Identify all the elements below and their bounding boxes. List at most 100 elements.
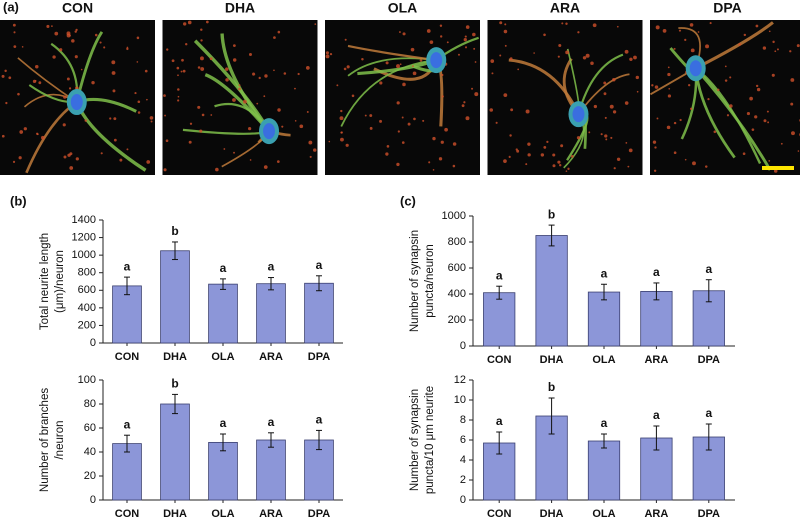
puncta [612,77,616,82]
error-bar [316,275,322,292]
puncta [656,117,659,120]
puncta [189,122,193,125]
error-bar [172,241,178,261]
neurite [220,33,271,133]
puncta [616,25,619,28]
micrograph [0,20,155,175]
puncta [339,116,344,121]
bar [208,283,238,344]
puncta [177,74,179,77]
y-tick-label: 800 [448,236,466,248]
neurite [695,21,774,70]
puncta [166,48,169,51]
puncta [379,81,383,85]
bar [160,250,190,344]
bar [587,440,621,501]
puncta [177,99,180,102]
puncta [233,151,235,154]
puncta [385,61,389,65]
puncta [499,54,502,57]
puncta [75,157,79,161]
puncta [768,30,771,33]
significance-label: b [548,207,555,221]
puncta [673,151,677,155]
puncta [525,109,530,114]
puncta [610,136,613,139]
puncta [590,61,594,65]
puncta [692,161,696,166]
puncta [612,110,617,114]
puncta [684,38,687,42]
puncta [552,164,556,168]
puncta [697,31,700,33]
puncta [464,46,468,49]
y-tick-label: 200 [448,314,466,326]
puncta [726,114,730,117]
puncta [51,25,53,28]
puncta [144,69,148,73]
puncta [59,48,63,52]
bar [256,283,286,344]
y-tick-label: 0 [90,494,96,506]
puncta [667,72,671,77]
puncta [561,22,564,25]
image-label: CON [62,0,93,16]
puncta [12,23,16,27]
puncta [774,50,777,53]
puncta [113,138,117,142]
puncta [263,165,268,169]
bar [256,439,286,501]
micrograph [650,20,800,175]
puncta [346,65,350,69]
puncta [616,157,621,161]
puncta [426,29,431,33]
puncta [705,44,710,49]
bar [587,291,621,347]
nucleus [430,52,443,69]
error-bar [705,423,712,451]
puncta [582,56,587,60]
puncta [126,148,129,151]
puncta [604,116,607,119]
puncta [308,140,313,145]
puncta [789,50,792,53]
puncta [673,47,676,50]
puncta [429,40,434,45]
puncta [379,119,383,123]
puncta [247,126,252,131]
puncta [369,114,373,117]
micrograph [162,20,318,175]
puncta [136,61,139,63]
puncta [215,167,219,172]
puncta [345,143,349,147]
puncta [592,23,597,28]
puncta [688,84,691,87]
x-tick-label: CON [487,354,512,366]
puncta [495,121,498,124]
puncta [635,75,639,80]
y-tick-label: 800 [78,267,96,279]
puncta [111,60,116,65]
puncta [729,76,732,79]
y-tick-label: 200 [78,319,96,331]
y-axis-label: (μm)/neuron [54,250,66,313]
micrograph [487,20,643,175]
puncta [1,74,5,78]
puncta [232,58,237,62]
x-tick-label: DHA [540,354,564,366]
puncta [673,121,677,125]
puncta [396,101,400,105]
puncta [40,135,45,140]
puncta [340,131,343,134]
puncta [68,87,72,90]
puncta [441,73,444,77]
puncta [755,24,759,28]
puncta [252,72,256,76]
x-tick-label: ARA [259,351,283,363]
nucleus [689,60,702,77]
puncta [258,76,261,80]
puncta [768,159,771,162]
puncta [771,73,775,77]
y-tick-label: 4 [460,454,466,466]
puncta [655,25,660,30]
